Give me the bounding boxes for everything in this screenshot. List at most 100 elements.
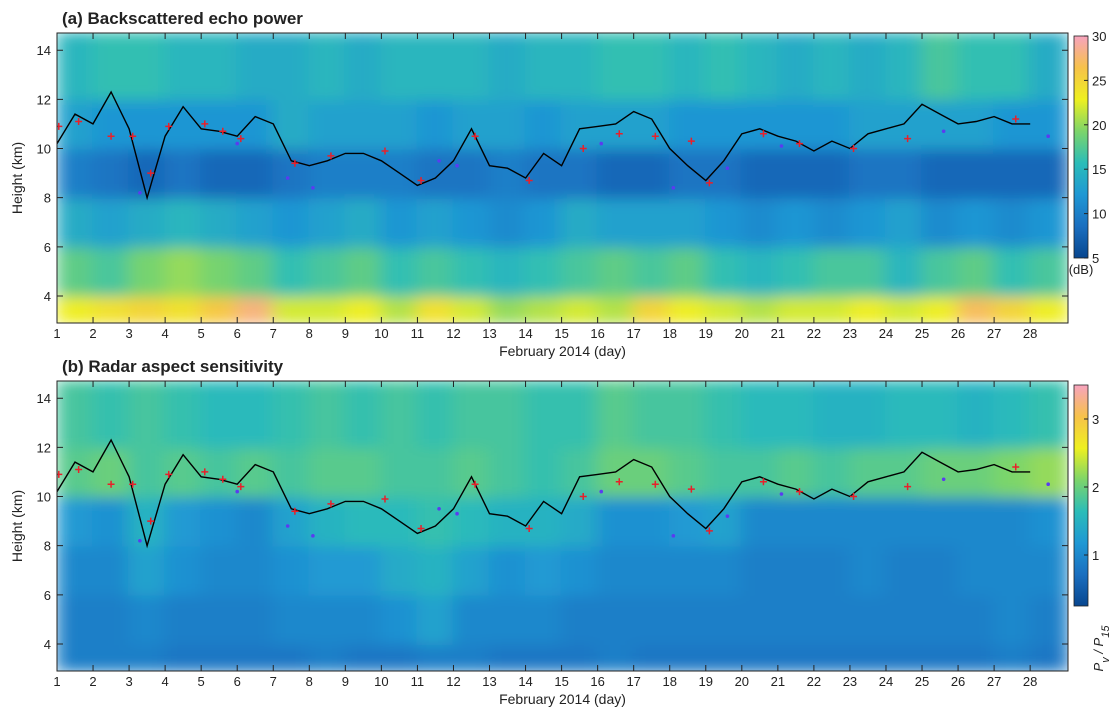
x-tick-label: 15 — [554, 326, 568, 341]
heatmap-cell — [560, 381, 599, 449]
plot-area — [57, 381, 1068, 671]
heatmap-cell — [236, 98, 275, 150]
heatmap-cell — [668, 98, 707, 150]
heatmap-cell — [524, 593, 563, 645]
dot-marker — [437, 506, 441, 511]
cross-marker — [850, 493, 858, 501]
heatmap-cell — [452, 33, 491, 101]
heatmap-cell — [344, 245, 383, 297]
x-tick-label: 14 — [518, 674, 532, 689]
heatmap-cell — [596, 544, 635, 596]
heatmap-cell — [1029, 196, 1068, 248]
heatmap-cell — [92, 544, 131, 596]
heatmap-cell — [632, 245, 671, 297]
heatmap-cell — [993, 33, 1032, 101]
heatmap-cell — [632, 294, 671, 323]
heatmap-cell — [308, 446, 347, 498]
heatmap-cell — [524, 544, 563, 596]
cross-marker — [219, 475, 227, 483]
heatmap-cell — [452, 642, 491, 671]
dot-marker — [138, 190, 142, 195]
x-tick-label: 27 — [987, 326, 1001, 341]
heatmap-cell — [416, 245, 455, 297]
heatmap-cell — [776, 245, 815, 297]
colorbar-label-part: v — [1100, 656, 1112, 663]
dot-marker — [285, 524, 290, 528]
heatmap-cell — [993, 294, 1032, 323]
heatmap-cell — [848, 495, 887, 547]
heatmap-cell — [92, 147, 131, 199]
x-tick-label: 7 — [270, 326, 277, 341]
x-tick-label: 26 — [951, 674, 965, 689]
heatmap-cell — [1029, 33, 1068, 101]
heatmap-cell — [848, 245, 887, 297]
heatmap-cell — [57, 544, 95, 596]
heatmap-cell — [128, 642, 167, 671]
heatmap-cell — [272, 495, 311, 547]
colorbar-tick-label: 25 — [1092, 73, 1106, 88]
cross-marker — [759, 478, 767, 486]
y-tick-label: 4 — [44, 637, 51, 652]
cross-marker — [75, 117, 83, 125]
heatmap-cell — [560, 446, 599, 498]
heatmap-cell — [740, 544, 779, 596]
cross-marker — [795, 488, 803, 496]
heatmap-cell — [848, 196, 887, 248]
x-tick-label: 14 — [518, 326, 532, 341]
heatmap-cell — [596, 495, 635, 547]
heatmap-cell — [488, 446, 527, 498]
heatmap-cell — [164, 196, 203, 248]
heatmap-cell — [57, 98, 95, 150]
heatmap-cell — [1029, 446, 1068, 498]
heatmap-cell — [272, 381, 311, 449]
heatmap-cell — [812, 544, 851, 596]
dot-marker — [138, 538, 142, 543]
heatmap-cell — [776, 495, 815, 547]
heatmap-cell — [200, 33, 239, 101]
heatmap-cell — [272, 98, 311, 150]
heatmap-cell — [921, 147, 960, 199]
heatmap-cell — [308, 593, 347, 645]
x-tick-label: 22 — [807, 326, 821, 341]
cross-marker — [219, 127, 227, 135]
heatmap-cell — [921, 544, 960, 596]
heatmap-cell — [488, 147, 527, 199]
cross-marker — [237, 483, 245, 491]
heatmap-cell — [740, 98, 779, 150]
x-tick-label: 18 — [662, 674, 676, 689]
heatmap-cell — [164, 147, 203, 199]
dot-marker — [455, 163, 459, 168]
heatmap-cell — [57, 33, 95, 101]
heatmap-cell — [236, 381, 275, 449]
heatmap-cell — [884, 33, 924, 101]
tropopause-line — [57, 90, 1031, 201]
heatmap-cell — [380, 544, 419, 596]
heatmap-cell — [740, 446, 779, 498]
heatmap-cell — [452, 98, 491, 150]
heatmap-cell — [524, 294, 563, 323]
heatmap-cell — [812, 381, 851, 449]
x-tick-label: 3 — [125, 326, 132, 341]
heatmap-cell — [380, 294, 419, 323]
cross-marker — [525, 176, 533, 184]
heatmap-cell — [704, 593, 743, 645]
heatmap-cell — [416, 446, 455, 498]
heatmap-cell — [740, 593, 779, 645]
heatmap-cell — [344, 33, 383, 101]
colorbar-tick-label: 20 — [1092, 118, 1106, 133]
heatmap-cell — [560, 642, 599, 671]
heatmap-cell — [524, 147, 563, 199]
heatmap-cell — [416, 544, 455, 596]
cross-marker — [615, 478, 623, 486]
x-tick-label: 17 — [626, 674, 640, 689]
x-tick-label: 20 — [735, 674, 749, 689]
x-tick-label: 13 — [482, 674, 496, 689]
heatmap-cell — [921, 98, 960, 150]
y-tick-label: 6 — [44, 588, 51, 603]
heatmap-cell — [596, 642, 635, 671]
colorbar — [1073, 35, 1089, 259]
heatmap-cell — [128, 294, 167, 323]
dot-marker — [1046, 482, 1050, 487]
heatmap-cell — [812, 196, 851, 248]
heatmap-cell — [488, 98, 527, 150]
